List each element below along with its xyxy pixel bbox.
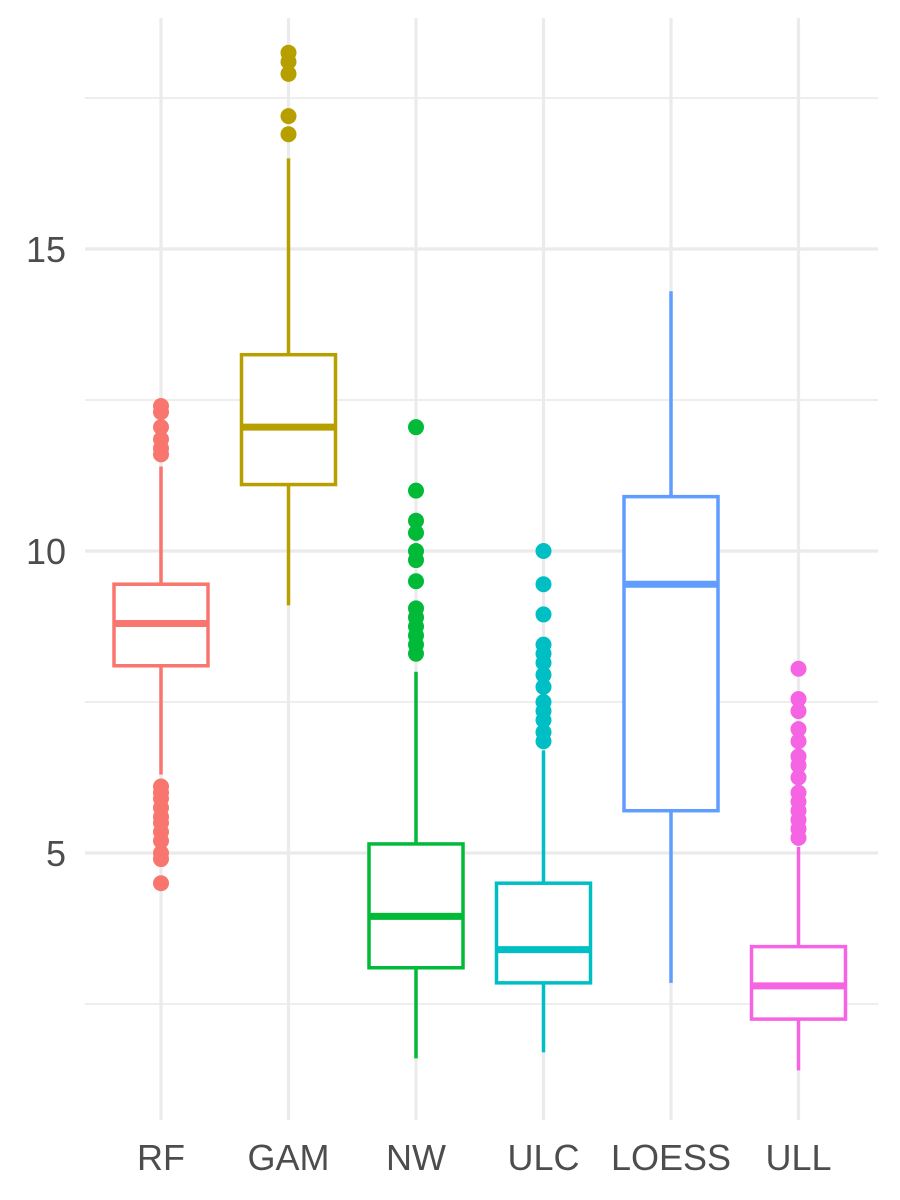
box-ulc (494, 543, 593, 1053)
outlier-point (535, 576, 552, 593)
box-iqr (494, 881, 593, 985)
outlier-point (280, 65, 297, 82)
outlier-point (408, 482, 424, 499)
outlier-point (535, 606, 552, 623)
outlier-point (535, 678, 552, 695)
outlier-point (790, 690, 807, 707)
outlier-point (408, 573, 424, 590)
outlier-point (408, 419, 424, 436)
axis-labels: 5 10 15 RF GAM NW ULC LOESS ULL (26, 229, 832, 1178)
y-tick-label: 10 (26, 531, 66, 572)
outlier-point (790, 733, 807, 750)
outlier-point (153, 778, 169, 795)
box-rf (112, 398, 210, 892)
outlier-point (408, 600, 424, 617)
outlier-point (535, 694, 552, 710)
outlier-point (153, 419, 169, 436)
x-tick-label: NW (386, 1137, 446, 1178)
x-tick-label: LOESS (611, 1137, 731, 1178)
outlier-point (280, 44, 297, 61)
box-iqr (239, 352, 338, 487)
box-nw (367, 419, 465, 1059)
outlier-point (790, 784, 807, 801)
outlier-point (153, 845, 169, 861)
outlier-point (280, 108, 297, 125)
outlier-point (408, 524, 424, 541)
outlier-point (153, 431, 169, 448)
outlier-point (535, 724, 552, 741)
outlier-point (790, 721, 807, 738)
x-tick-label: ULC (507, 1137, 579, 1178)
box-iqr (622, 494, 720, 813)
outlier-point (153, 398, 169, 415)
x-tick-label: ULL (765, 1137, 831, 1178)
outlier-point (280, 126, 297, 143)
y-tick-label: 15 (26, 229, 66, 270)
outlier-point (790, 769, 807, 786)
box-loess (622, 291, 720, 983)
outlier-point (535, 543, 552, 559)
outlier-point (790, 660, 807, 677)
outlier-point (790, 703, 807, 720)
box-ull (749, 660, 848, 1071)
outlier-point (535, 636, 552, 653)
box-gam (239, 44, 338, 606)
y-tick-label: 5 (46, 833, 66, 874)
outlier-point (408, 512, 424, 529)
outlier-point (408, 543, 424, 559)
x-tick-label: RF (137, 1137, 185, 1178)
x-tick-label: GAM (247, 1137, 329, 1178)
boxplots (112, 44, 848, 1071)
box-iqr (367, 842, 465, 970)
outlier-point (153, 875, 169, 892)
outlier-point (535, 666, 552, 683)
outlier-point (790, 748, 807, 765)
